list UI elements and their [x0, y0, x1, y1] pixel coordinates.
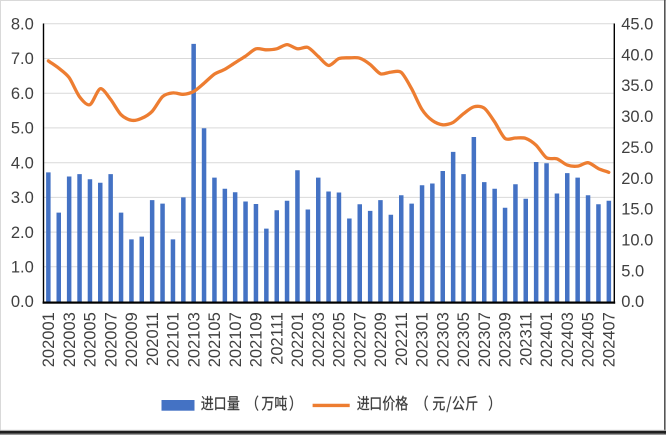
- svg-text:5.0: 5.0: [621, 262, 644, 280]
- svg-text:15.0: 15.0: [621, 201, 653, 219]
- svg-text:202305: 202305: [455, 312, 473, 367]
- svg-text:202109: 202109: [248, 312, 266, 367]
- svg-text:202003: 202003: [61, 312, 79, 367]
- svg-text:202403: 202403: [559, 312, 577, 367]
- svg-text:202105: 202105: [206, 312, 224, 367]
- svg-text:20.0: 20.0: [621, 170, 653, 188]
- svg-text:202207: 202207: [351, 312, 369, 367]
- svg-text:202011: 202011: [144, 312, 162, 366]
- svg-text:35.0: 35.0: [621, 77, 653, 95]
- svg-text:202007: 202007: [102, 312, 120, 367]
- svg-text:6.0: 6.0: [11, 85, 34, 103]
- svg-text:202303: 202303: [434, 312, 452, 367]
- svg-text:202211: 202211: [393, 312, 411, 366]
- svg-text:202209: 202209: [372, 312, 390, 367]
- svg-text:202203: 202203: [310, 312, 328, 367]
- svg-text:202309: 202309: [497, 312, 515, 367]
- svg-text:202301: 202301: [414, 312, 432, 367]
- svg-text:202107: 202107: [227, 312, 245, 367]
- svg-text:202101: 202101: [165, 312, 183, 367]
- svg-text:202005: 202005: [82, 312, 100, 367]
- svg-text:202009: 202009: [123, 312, 141, 367]
- svg-text:202311: 202311: [518, 312, 536, 366]
- svg-text:202111: 202111: [268, 312, 286, 365]
- svg-text:10.0: 10.0: [621, 232, 653, 250]
- svg-text:5.0: 5.0: [11, 120, 34, 138]
- svg-text:202401: 202401: [538, 312, 556, 367]
- svg-text:202201: 202201: [289, 312, 307, 367]
- svg-text:0.0: 0.0: [11, 293, 34, 311]
- svg-text:202103: 202103: [185, 312, 203, 367]
- svg-text:8.0: 8.0: [11, 16, 34, 34]
- svg-text:202407: 202407: [601, 312, 619, 367]
- svg-text:1.0: 1.0: [11, 259, 34, 277]
- svg-text:25.0: 25.0: [621, 139, 653, 157]
- svg-text:2.0: 2.0: [11, 224, 34, 242]
- svg-text:30.0: 30.0: [621, 108, 653, 126]
- svg-text:40.0: 40.0: [621, 46, 653, 64]
- svg-text:202001: 202001: [40, 312, 58, 367]
- svg-text:202307: 202307: [476, 312, 494, 367]
- svg-text:4.0: 4.0: [11, 154, 34, 172]
- svg-text:0.0: 0.0: [621, 293, 644, 311]
- svg-text:202405: 202405: [580, 312, 598, 367]
- svg-text:45.0: 45.0: [621, 16, 653, 34]
- svg-text:3.0: 3.0: [11, 189, 34, 207]
- svg-text:7.0: 7.0: [11, 50, 34, 68]
- svg-text:202205: 202205: [331, 312, 349, 367]
